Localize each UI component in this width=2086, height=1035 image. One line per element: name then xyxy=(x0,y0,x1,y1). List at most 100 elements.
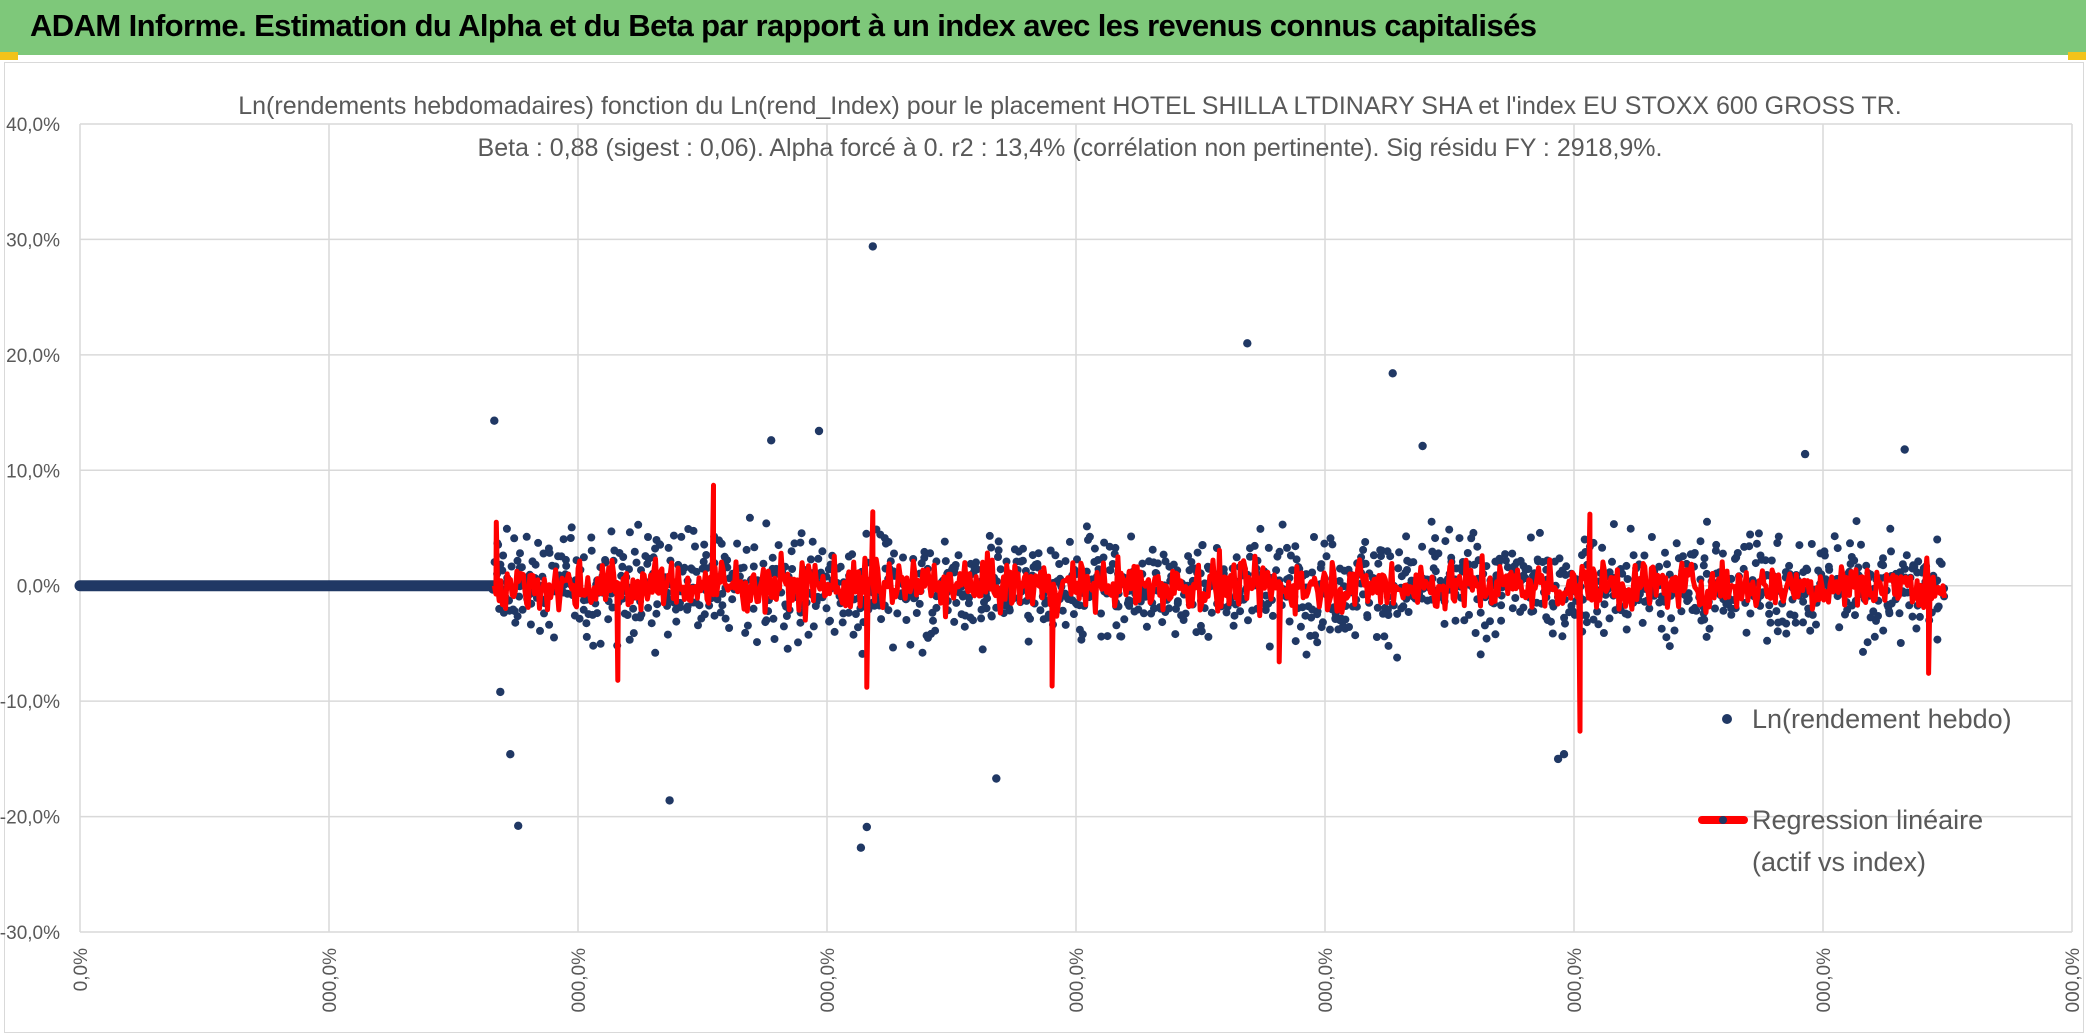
return-point xyxy=(808,537,817,546)
return-point xyxy=(1665,642,1674,651)
return-point xyxy=(637,610,646,619)
return-point xyxy=(1782,629,1791,638)
return-point xyxy=(982,604,991,613)
return-point xyxy=(1712,540,1721,549)
return-point xyxy=(522,532,531,541)
regression-line xyxy=(491,482,1947,734)
return-point xyxy=(1902,551,1911,560)
return-point xyxy=(1670,626,1679,635)
return-point xyxy=(941,557,950,566)
legend-label-regression-line2: (actif vs index) xyxy=(1752,847,1927,877)
x-tick-label: 000,0% xyxy=(2063,948,2084,1013)
chart-title: Ln(rendements hebdomadaires) fonction du… xyxy=(238,92,1902,120)
return-point xyxy=(1495,554,1504,563)
return-point xyxy=(1313,638,1322,647)
return-point xyxy=(811,602,820,610)
return-point xyxy=(1236,607,1245,616)
return-point xyxy=(1862,561,1871,570)
return-point xyxy=(1286,551,1295,560)
return-point xyxy=(848,550,857,559)
return-point xyxy=(994,546,1003,555)
return-point xyxy=(1380,632,1389,641)
return-point xyxy=(496,687,505,697)
return-point xyxy=(1275,547,1284,556)
return-point xyxy=(814,426,824,436)
return-point xyxy=(1896,639,1905,647)
return-point xyxy=(1765,609,1774,618)
return-point xyxy=(994,553,1002,561)
return-point xyxy=(1473,542,1482,551)
return-point xyxy=(1663,560,1671,569)
return-point xyxy=(1803,566,1812,574)
return-point xyxy=(1158,618,1167,627)
return-point xyxy=(1852,517,1861,526)
return-point xyxy=(604,615,613,624)
return-point xyxy=(618,562,627,571)
return-point xyxy=(1559,750,1569,759)
return-point xyxy=(514,821,523,830)
return-point xyxy=(1900,445,1909,454)
return-point xyxy=(1879,554,1887,563)
return-point xyxy=(1561,619,1569,628)
axis-labels: 40,0% 30,0% 20,0% 10,0% 0,0% -10,0% -20,0% -30,… xyxy=(0,115,2084,1012)
return-point xyxy=(836,562,845,571)
return-point xyxy=(806,555,815,564)
return-point xyxy=(1207,608,1216,617)
return-point xyxy=(954,551,963,560)
return-point xyxy=(814,554,823,563)
return-point xyxy=(562,561,571,570)
return-point xyxy=(1582,611,1590,620)
return-point xyxy=(1766,618,1775,627)
return-point xyxy=(733,539,742,548)
return-point xyxy=(950,564,959,573)
return-point xyxy=(899,553,907,562)
return-point xyxy=(1887,547,1895,556)
return-point xyxy=(796,618,805,627)
return-point xyxy=(1908,612,1917,621)
return-point xyxy=(952,598,961,607)
return-point xyxy=(1782,619,1791,628)
return-point xyxy=(1393,653,1402,662)
return-point xyxy=(1395,548,1404,557)
y-tick-label: 40,0% xyxy=(6,115,60,136)
return-point xyxy=(972,558,980,567)
return-point xyxy=(1895,609,1904,618)
return-point xyxy=(1711,604,1719,613)
return-point xyxy=(745,513,754,522)
return-point xyxy=(710,611,719,620)
return-point xyxy=(1476,650,1485,659)
x-tick-label: 000,0% xyxy=(569,948,590,1013)
return-point xyxy=(1445,525,1454,534)
return-point xyxy=(915,599,924,608)
return-point xyxy=(753,638,761,647)
y-tick-label: 30,0% xyxy=(6,230,60,251)
return-point xyxy=(1912,624,1921,633)
return-point xyxy=(1647,533,1656,541)
return-point xyxy=(1553,754,1563,764)
return-point xyxy=(1935,557,1944,566)
return-point xyxy=(1859,647,1867,656)
return-point xyxy=(723,556,732,565)
return-point xyxy=(1361,559,1370,568)
return-point xyxy=(1291,542,1300,551)
return-point xyxy=(1799,597,1808,606)
x-tick-label: 000,0% xyxy=(1067,948,1088,1013)
return-point xyxy=(739,563,748,572)
return-point xyxy=(1097,632,1106,641)
return-point xyxy=(762,519,771,528)
chart-area xyxy=(4,62,2084,1033)
return-point xyxy=(1373,603,1382,612)
return-point xyxy=(862,822,871,832)
return-point xyxy=(889,643,897,652)
return-point xyxy=(539,549,548,558)
return-point xyxy=(1622,561,1631,570)
return-point xyxy=(510,534,519,543)
return-point xyxy=(1501,556,1510,565)
return-point xyxy=(1418,542,1427,551)
return-point xyxy=(1655,562,1664,571)
return-point xyxy=(587,546,596,555)
return-point xyxy=(1099,553,1108,562)
return-point xyxy=(868,242,877,251)
return-point xyxy=(669,531,678,540)
return-point xyxy=(1662,633,1671,642)
